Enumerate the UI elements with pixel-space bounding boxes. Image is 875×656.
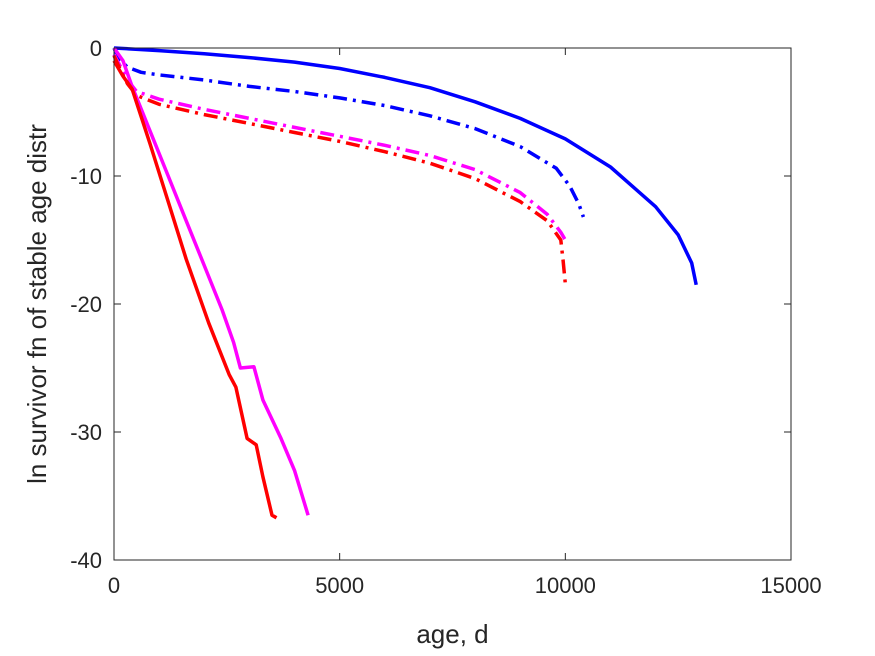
y-tick-label: -20: [70, 292, 102, 317]
y-axis-ticks: 0 -10 -20 -30 -40: [70, 36, 791, 573]
series-layer: [112, 46, 698, 520]
y-axis-label: ln survivor fn of stable age distr: [22, 124, 52, 484]
series-line-2: [112, 47, 586, 218]
series-line-6: [112, 59, 278, 520]
x-axis-label: age, d: [416, 619, 488, 649]
x-tick-label: 10000: [535, 573, 596, 598]
y-tick-label: -30: [70, 420, 102, 445]
x-tick-label: 15000: [760, 573, 821, 598]
series-line-5: [112, 46, 310, 516]
y-tick-label: -40: [70, 548, 102, 573]
x-axis-ticks: 0 5000 10000 15000: [108, 48, 822, 598]
x-tick-label: 0: [108, 573, 120, 598]
plot-area: [114, 48, 791, 560]
y-tick-label: -10: [70, 164, 102, 189]
x-tick-label: 5000: [315, 573, 364, 598]
series-line-1: [113, 46, 698, 286]
y-tick-label: 0: [90, 36, 102, 61]
